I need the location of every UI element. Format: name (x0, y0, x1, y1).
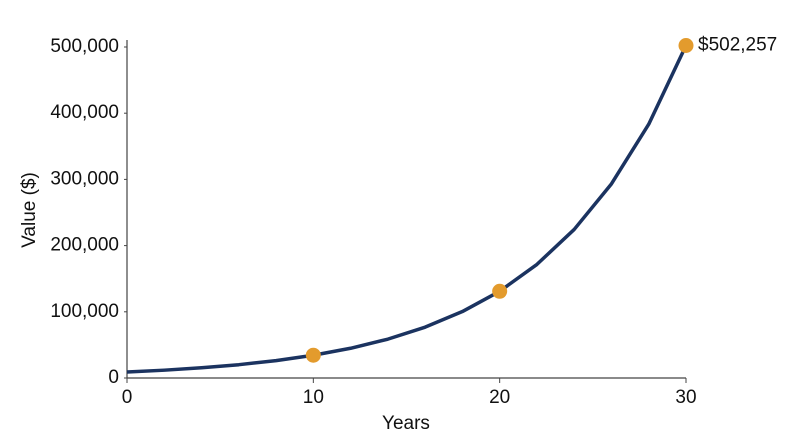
y-tick-label: 400,000 (50, 102, 119, 123)
y-tick-label: 300,000 (50, 168, 119, 189)
y-tick-label: 500,000 (50, 36, 119, 57)
x-tick-label: 30 (675, 387, 696, 408)
point (305, 347, 321, 363)
y-axis-label: Value ($) (19, 172, 40, 248)
line (126, 44, 688, 374)
y-tick-label: 100,000 (50, 301, 119, 322)
x-tick-label: 0 (122, 387, 133, 408)
y-tick-label: 0 (108, 367, 119, 388)
value-label: $502,257 (698, 35, 777, 56)
point (492, 283, 508, 299)
x-axis-label: Years (382, 413, 430, 434)
y-tick-label: 200,000 (50, 235, 119, 256)
point (678, 38, 694, 54)
x-tick-label: 20 (489, 387, 510, 408)
x-tick-label: 10 (303, 387, 324, 408)
